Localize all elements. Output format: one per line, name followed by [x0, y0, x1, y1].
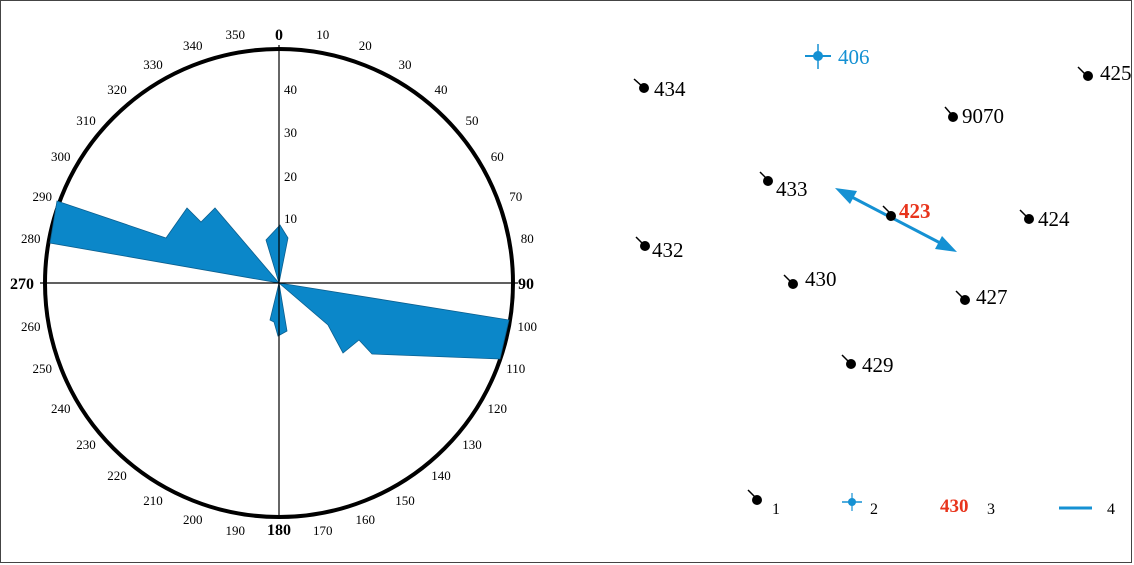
rose-degree-label-340: 340	[183, 38, 203, 53]
legend-item-4: 4	[1059, 501, 1115, 518]
rose-degree-label-310: 310	[76, 113, 96, 128]
rose-degree-label-200: 200	[183, 512, 203, 527]
map-point-434-label: 434	[654, 77, 686, 101]
direction-arrow-head-se	[935, 236, 957, 252]
legend-item-1: 1	[747, 489, 780, 518]
map-point-433: 433	[759, 171, 808, 201]
map-point-429-label: 429	[862, 353, 894, 377]
rose-degree-label-80: 80	[521, 231, 534, 246]
radial-label-20: 20	[284, 169, 297, 184]
rose-degree-label-290: 290	[32, 189, 52, 204]
legend-sample-430: 430	[940, 496, 969, 517]
rose-degree-label-50: 50	[466, 113, 479, 128]
rose-degree-label-150: 150	[395, 493, 415, 508]
rose-degree-label-100: 100	[517, 319, 537, 334]
map-point-424: 424	[1019, 207, 1070, 231]
petal-east-south-east	[277, 282, 510, 360]
rose-diagram: 0 90 180 270 10 20 30 40 50 60 70 80 100 110 120 13…	[10, 27, 537, 539]
map-point-427: 427	[955, 285, 1008, 309]
rose-degree-label-350: 350	[225, 27, 245, 42]
map-point-406-label: 406	[838, 45, 870, 69]
map-point-432: 432	[635, 236, 684, 262]
legend-item-2: 2	[842, 493, 878, 518]
rose-degree-label-260: 260	[21, 319, 41, 334]
legend-label-4: 4	[1107, 501, 1115, 518]
map-point-423-label: 423	[899, 199, 931, 223]
map-point-9070: 9070	[944, 104, 1004, 128]
rose-label-180: 180	[267, 522, 291, 539]
legend-label-1: 1	[772, 501, 780, 518]
map-point-432-label: 432	[652, 238, 684, 262]
map-point-9070-label: 9070	[962, 104, 1004, 128]
rose-petals	[49, 200, 510, 360]
rose-degree-label-190: 190	[225, 523, 245, 538]
map-point-406: 406	[805, 44, 870, 69]
legend-label-3: 3	[987, 501, 995, 518]
radial-label-40: 40	[284, 82, 297, 97]
radial-label-10: 10	[284, 211, 297, 226]
rose-degree-label-160: 160	[355, 512, 375, 527]
legend-item-3: 430 3	[940, 496, 995, 518]
rose-degree-label-40: 40	[435, 82, 448, 97]
point-map: 434 9070 425 433 424 432	[633, 44, 1132, 377]
map-point-425: 425	[1077, 61, 1132, 85]
rose-degree-label-30: 30	[399, 57, 412, 72]
rose-degree-label-250: 250	[32, 361, 52, 376]
direction-arrow-head-nw	[835, 188, 857, 204]
rose-degree-label-240: 240	[51, 401, 71, 416]
legend: 1 2 430 3 4	[747, 489, 1115, 518]
rose-degree-label-320: 320	[107, 82, 127, 97]
rose-label-0: 0	[275, 27, 283, 44]
rose-degree-label-120: 120	[487, 401, 507, 416]
radial-label-30: 30	[284, 125, 297, 140]
rose-degree-label-20: 20	[359, 38, 372, 53]
map-point-430: 430	[783, 267, 837, 291]
rose-degree-label-230: 230	[76, 437, 96, 452]
legend-label-2: 2	[870, 501, 878, 518]
rose-degree-label-140: 140	[431, 468, 451, 483]
rose-degree-label-170: 170	[313, 523, 333, 538]
direction-arrow	[845, 192, 947, 248]
rose-degree-label-110: 110	[506, 361, 525, 376]
map-point-423: 423	[835, 188, 957, 252]
petal-north	[265, 224, 289, 284]
rose-degree-label-130: 130	[462, 437, 482, 452]
rose-degree-label-330: 330	[143, 57, 163, 72]
map-point-430-label: 430	[805, 267, 837, 291]
rose-degree-labels: 1020304050607080100110120130140150160170…	[21, 27, 537, 538]
rose-degree-label-300: 300	[51, 149, 71, 164]
map-point-429: 429	[841, 353, 894, 377]
rose-degree-label-210: 210	[143, 493, 163, 508]
map-point-425-label: 425	[1100, 61, 1132, 85]
rose-degree-label-280: 280	[21, 231, 41, 246]
map-point-434: 434	[633, 77, 686, 101]
rose-degree-label-10: 10	[316, 27, 329, 42]
petal-west-north-west	[49, 200, 281, 284]
rose-label-270: 270	[10, 276, 34, 293]
rose-label-90: 90	[518, 276, 534, 293]
map-point-424-label: 424	[1038, 207, 1070, 231]
map-point-427-label: 427	[976, 285, 1008, 309]
rose-degree-label-60: 60	[491, 149, 504, 164]
rose-degree-label-70: 70	[509, 189, 522, 204]
rose-degree-label-220: 220	[107, 468, 127, 483]
map-point-433-label: 433	[776, 177, 808, 201]
